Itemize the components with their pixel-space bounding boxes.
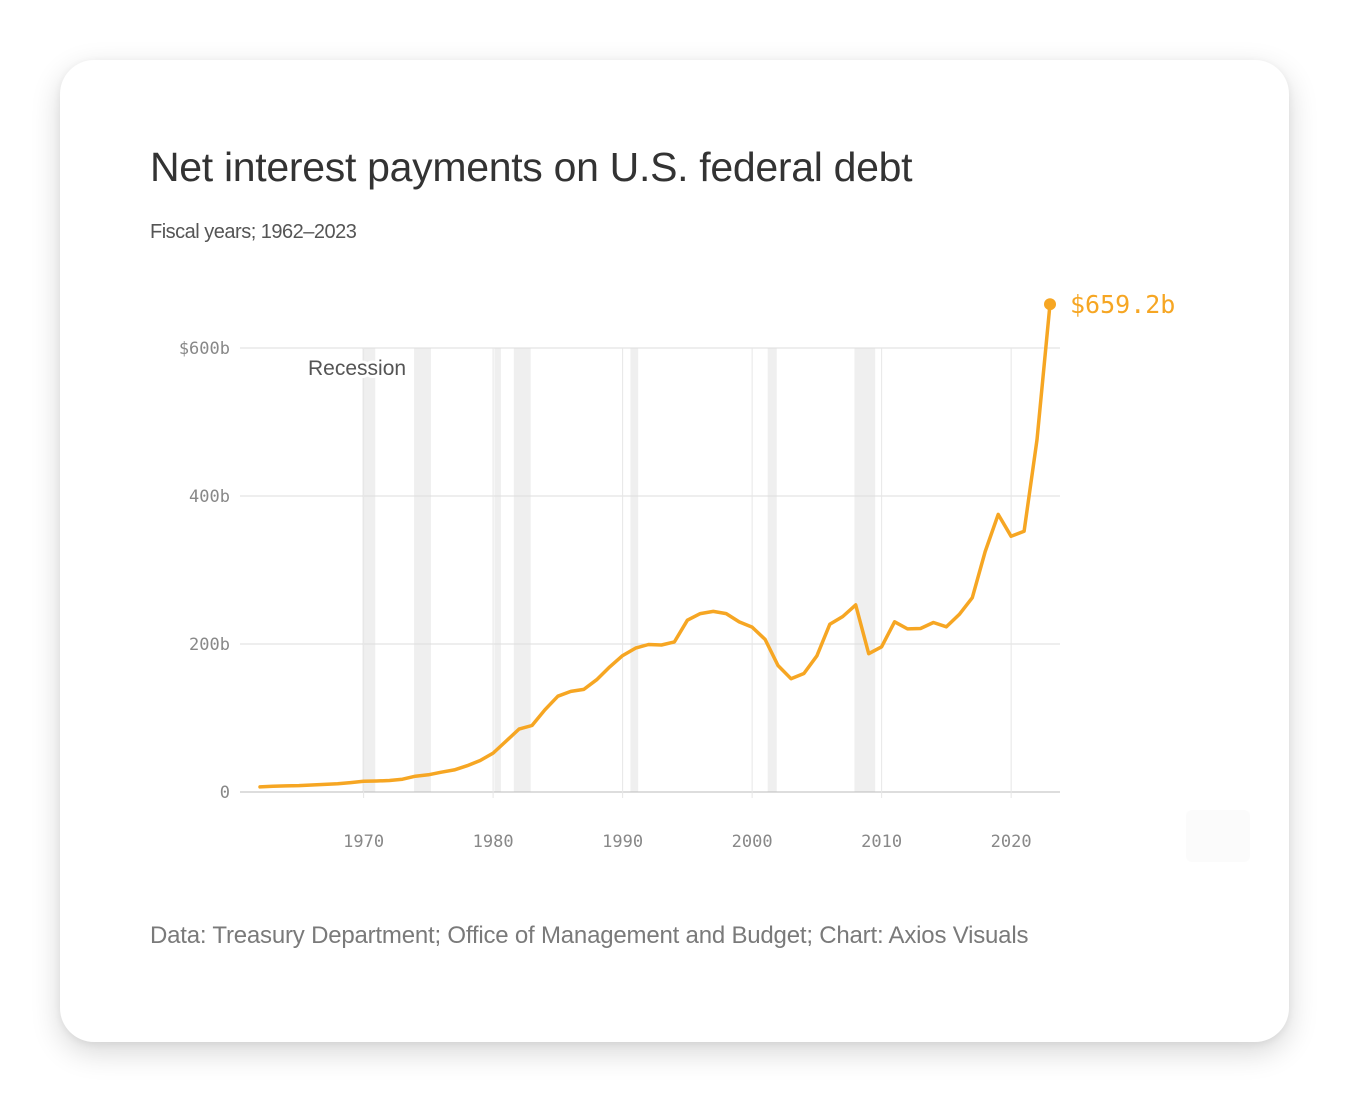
x-tick-label: 2000 bbox=[732, 832, 773, 852]
y-tick-label: $600b bbox=[179, 339, 230, 359]
recession-band-1 bbox=[414, 348, 431, 792]
axis-labels: 0 200b 400b $600b 1970 1980 1990 2000 2010 2020 bbox=[179, 339, 1032, 852]
chart-subtitle: Fiscal years; 1962–2023 bbox=[150, 221, 357, 243]
x-tick-label: 1970 bbox=[343, 832, 384, 852]
recession-band-6 bbox=[854, 348, 876, 792]
recession-band-5 bbox=[767, 348, 777, 792]
recession-band-3 bbox=[513, 348, 531, 792]
recession-band-4 bbox=[630, 348, 639, 792]
y-tick-label: 0 bbox=[220, 783, 230, 803]
end-value-label: $659.2b bbox=[1070, 290, 1175, 319]
chart-title: Net interest payments on U.S. federal de… bbox=[150, 144, 913, 190]
chart-source: Data: Treasury Department; Office of Man… bbox=[150, 922, 1029, 949]
x-tick-label: 2010 bbox=[861, 832, 902, 852]
recession-band-0 bbox=[362, 348, 376, 792]
y-tick-label: 200b bbox=[189, 635, 230, 655]
x-tick-label: 1990 bbox=[602, 832, 643, 852]
x-tick-label: 1980 bbox=[473, 832, 514, 852]
recession-bands bbox=[362, 348, 876, 792]
gridlines bbox=[240, 347, 1060, 798]
end-point-marker bbox=[1044, 298, 1056, 311]
y-tick-label: 400b bbox=[189, 487, 230, 507]
chart-card: Net interest payments on U.S. federal de… bbox=[60, 60, 1289, 1042]
series-layer: $659.2b bbox=[258, 290, 1175, 789]
recession-label: Recession bbox=[308, 357, 406, 380]
share-icon[interactable] bbox=[1186, 810, 1250, 862]
series-line bbox=[258, 302, 1052, 789]
recession-band-2 bbox=[494, 348, 501, 792]
x-tick-label: 2020 bbox=[991, 832, 1032, 852]
line-chart: 0 200b 400b $600b 1970 1980 1990 2000 2010 2020 R… bbox=[179, 290, 1176, 852]
